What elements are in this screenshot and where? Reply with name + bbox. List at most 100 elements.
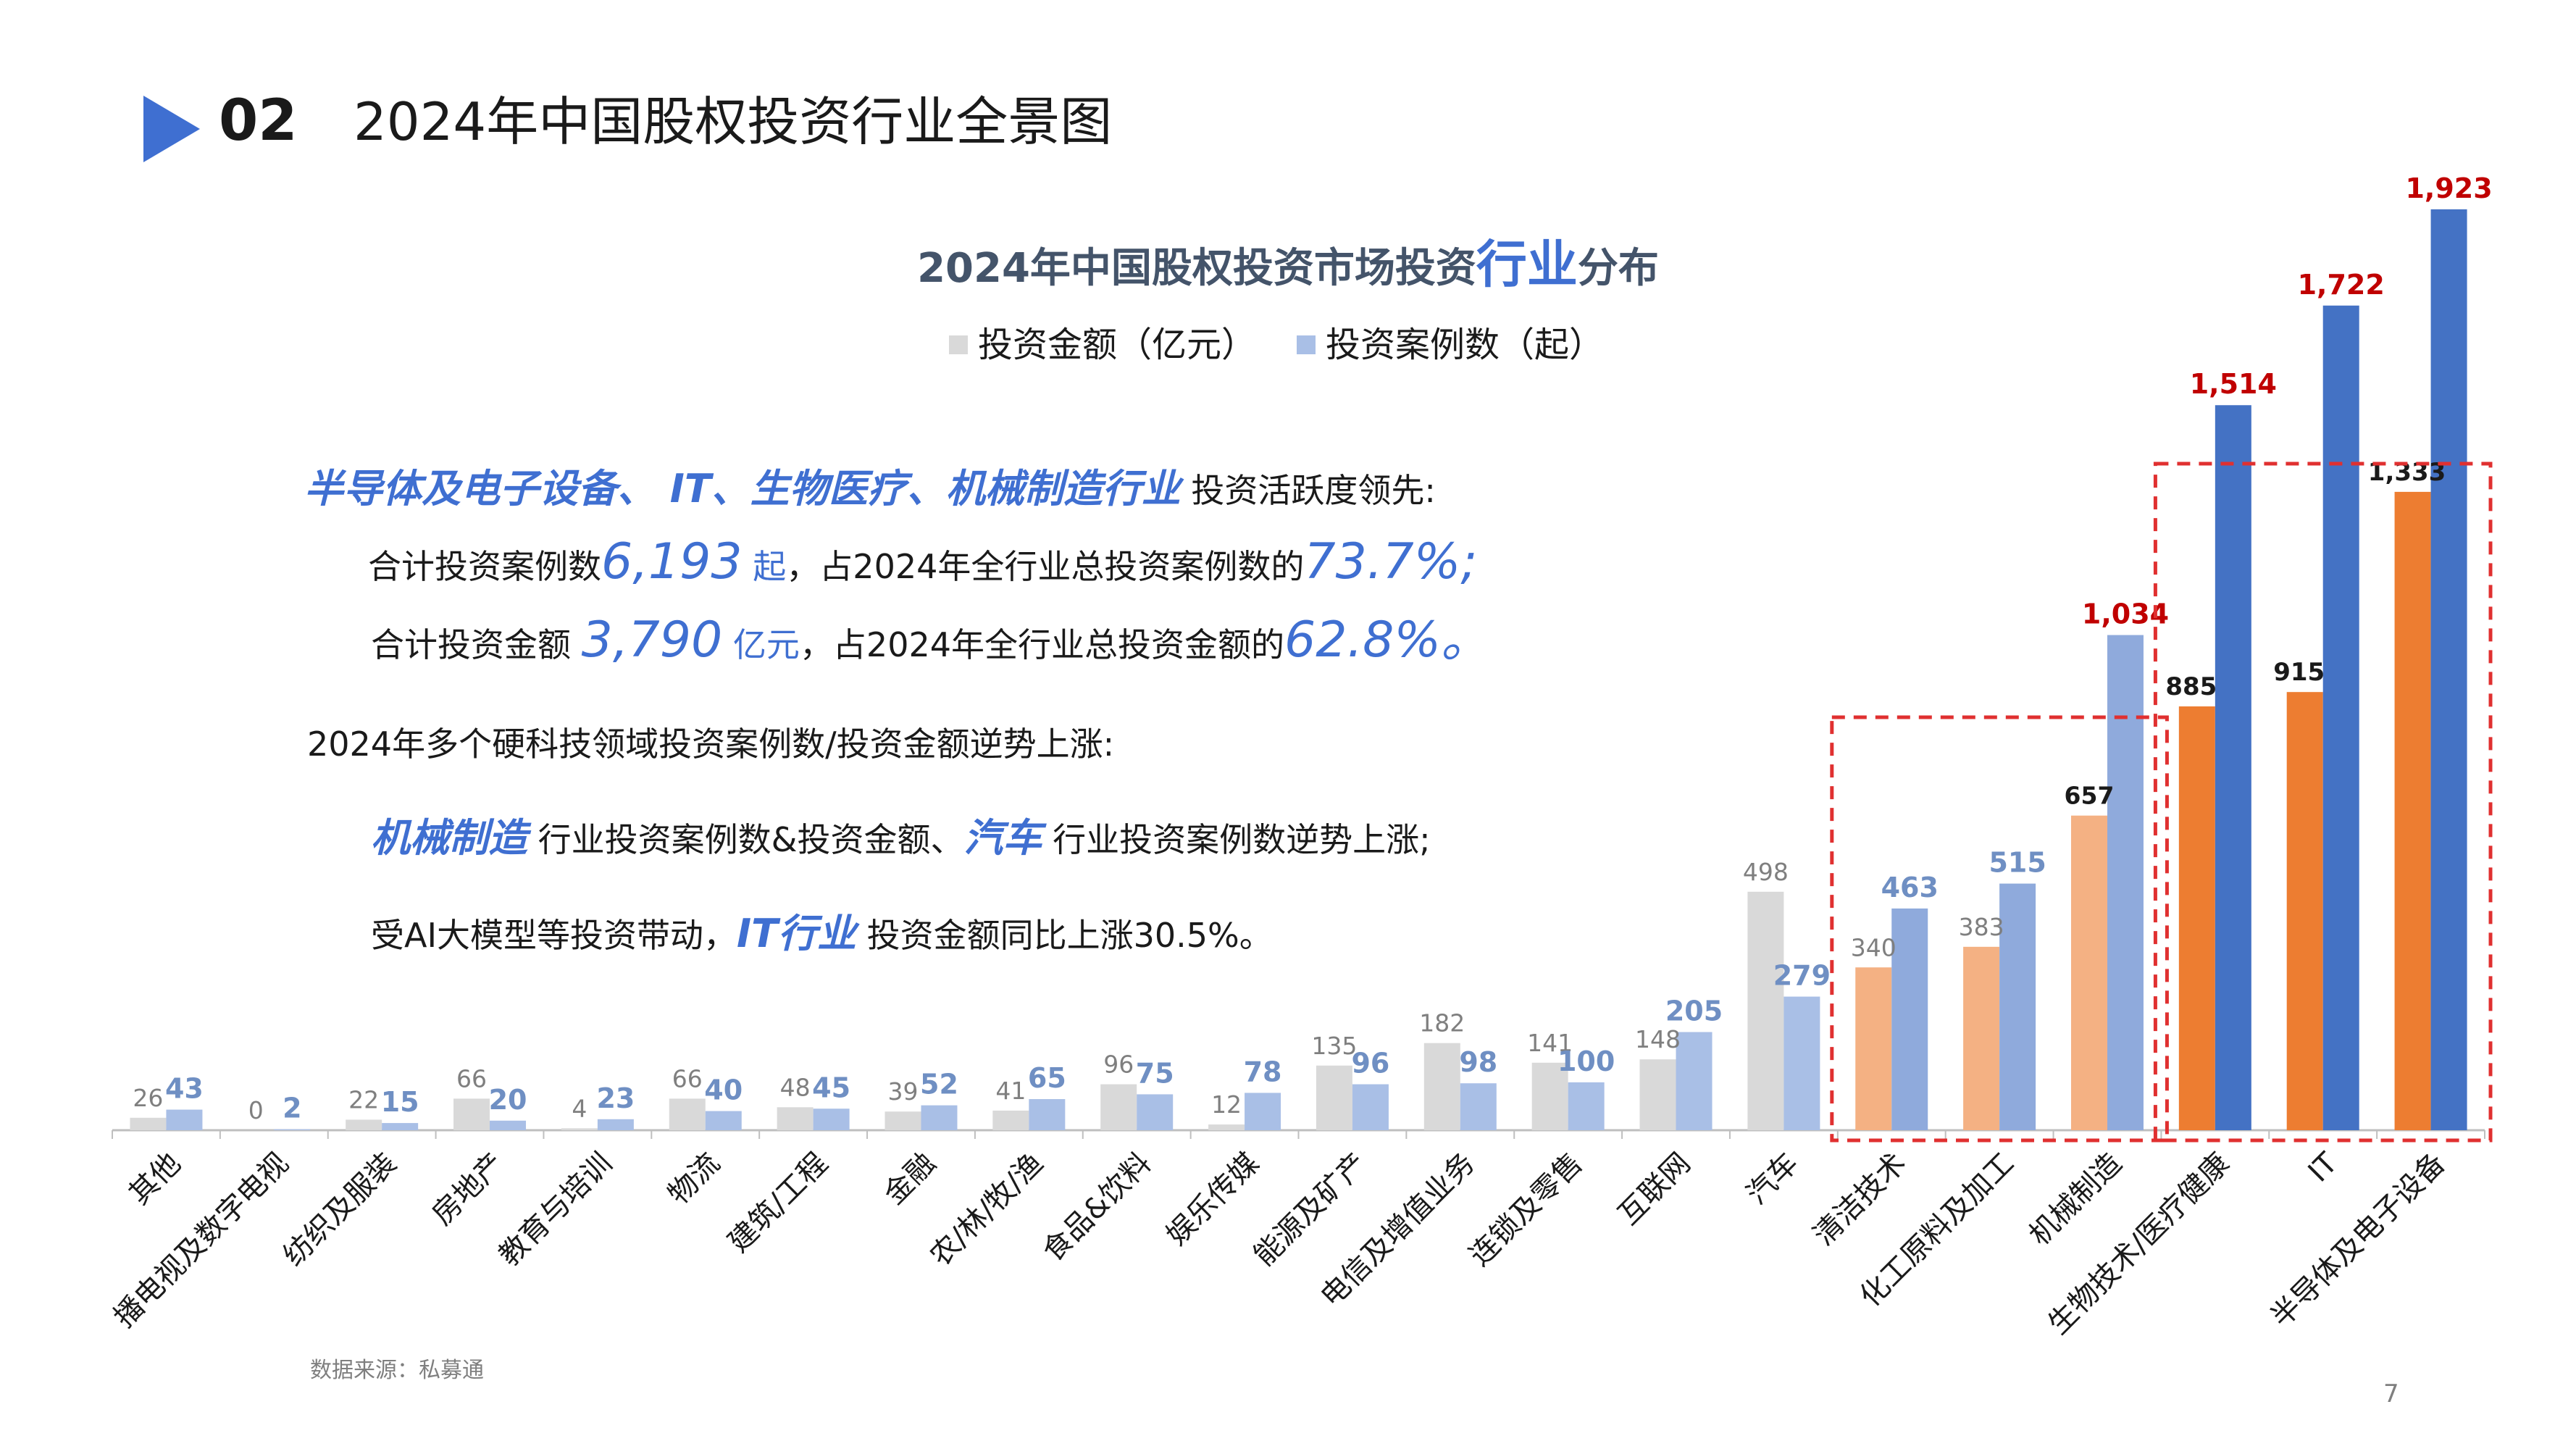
category-label: 建筑/工程 xyxy=(722,1147,834,1259)
bar-count xyxy=(1676,1032,1713,1130)
bar-count xyxy=(597,1119,634,1130)
data-label-count: 20 xyxy=(489,1084,527,1116)
data-label-amount: 12 xyxy=(1211,1090,1242,1119)
chart-title-prefix: 2024年中国股权投资市场投资 xyxy=(917,245,1476,292)
bar-count xyxy=(1460,1083,1497,1130)
data-label-count: 1,722 xyxy=(2298,269,2385,301)
summary-line6-text-b: 投资金额同比上涨30.5%。 xyxy=(866,916,1273,955)
summary-line2-text: ，占2024年全行业总投资案例数的 xyxy=(786,547,1305,586)
bar-count xyxy=(921,1105,958,1130)
category-label: 机械制造 xyxy=(2023,1147,2128,1253)
data-label-amount: 39 xyxy=(887,1077,918,1106)
summary-amount-unit: 亿元 xyxy=(732,625,800,664)
bar-amount xyxy=(777,1107,814,1130)
legend-label-count: 投资案例数（起） xyxy=(1326,325,1605,365)
data-label-amount: 41 xyxy=(995,1077,1026,1105)
summary-amount-total: 3,790 xyxy=(581,611,723,669)
bar-count xyxy=(1029,1099,1066,1130)
summary-line2-label: 合计投资案例数 xyxy=(368,547,601,586)
data-label-count: 78 xyxy=(1244,1056,1282,1087)
page-number: 7 xyxy=(2383,1379,2399,1408)
summary-line-3: 合计投资金额 3,790 亿元，占2024年全行业总投资金额的62.8%。 xyxy=(371,616,1490,665)
summary-line5-text-b: 行业投资案例数逆势上涨; xyxy=(1053,820,1431,859)
data-label-amount: 340 xyxy=(1851,933,1897,961)
data-label-amount: 182 xyxy=(1419,1009,1465,1037)
summary-line6-text-a: 受AI大模型等投资带动， xyxy=(371,916,737,955)
summary-line-2: 合计投资案例数6,193 起，占2024年全行业总投资案例数的73.7%; xyxy=(368,538,1477,587)
data-label-count: 45 xyxy=(812,1072,850,1103)
bar-count xyxy=(382,1123,419,1130)
bar-count xyxy=(166,1109,203,1130)
bar-amount xyxy=(1423,1043,1460,1130)
data-label-count: 43 xyxy=(165,1073,204,1105)
bar-amount xyxy=(1208,1124,1245,1130)
bar-count xyxy=(2215,405,2251,1130)
data-label-count: 40 xyxy=(704,1074,743,1106)
bar-amount xyxy=(1747,891,1784,1130)
data-label-count: 279 xyxy=(1773,960,1831,992)
bar-amount xyxy=(885,1111,921,1130)
data-label-count: 1,923 xyxy=(2405,172,2492,204)
data-label-amount: 4 xyxy=(572,1094,587,1122)
bar-count xyxy=(490,1120,527,1130)
chart-title-suffix: 分布 xyxy=(1577,245,1659,292)
bar-count xyxy=(1999,883,2036,1130)
data-label-amount: 885 xyxy=(2165,672,2217,701)
data-label-amount: 22 xyxy=(348,1085,379,1114)
data-source: 数据来源：私募通 xyxy=(310,1358,484,1383)
data-label-count: 75 xyxy=(1136,1057,1174,1089)
category-label: 娱乐传媒 xyxy=(1160,1147,1266,1253)
data-label-count: 205 xyxy=(1665,995,1723,1027)
bar-amount xyxy=(1100,1084,1137,1130)
legend-swatch-amount xyxy=(949,335,968,354)
bar-count xyxy=(1568,1082,1605,1130)
data-label-amount: 26 xyxy=(133,1084,163,1112)
bar-amount xyxy=(669,1098,706,1130)
summary-line-1: 半导体及电子设备、 IT、生物医疗、机械制造行业 投资活跃度领先: xyxy=(304,469,1436,509)
legend-item-amount: 投资金额（亿元） xyxy=(949,327,1256,362)
data-label-amount: 141 xyxy=(1527,1029,1573,1057)
bar-count xyxy=(1137,1094,1174,1130)
bar-amount xyxy=(453,1098,490,1130)
bar-amount xyxy=(992,1110,1029,1130)
data-label-count: 98 xyxy=(1459,1046,1497,1078)
summary-line-5: 机械制造 行业投资案例数&投资金额、汽车 行业投资案例数逆势上涨; xyxy=(371,819,1431,858)
summary-line-4: 2024年多个硬科技领域投资案例数/投资金额逆势上涨: xyxy=(307,727,1114,761)
bar-amount xyxy=(1963,946,2000,1130)
summary-line1-rest: 投资活跃度领先: xyxy=(1191,471,1436,510)
highlight-box-group1 xyxy=(1830,715,2169,1143)
data-label-amount: 498 xyxy=(1743,858,1789,886)
summary-case-unit: 起 xyxy=(753,547,787,586)
page-title: 2024年中国股权投资行业全景图 xyxy=(354,91,1113,152)
bar-count xyxy=(2107,635,2144,1130)
data-label-count: 100 xyxy=(1557,1045,1615,1077)
category-label: 物流 xyxy=(662,1147,727,1211)
bar-count xyxy=(1245,1093,1281,1130)
data-label-amount: 66 xyxy=(672,1064,703,1093)
bar-amount xyxy=(130,1117,167,1130)
data-label-count: 2 xyxy=(283,1093,301,1124)
bar-amount xyxy=(2178,706,2215,1130)
bar-count xyxy=(2430,209,2467,1131)
bar-amount xyxy=(2394,491,2431,1130)
data-label-amount: 48 xyxy=(780,1073,811,1101)
category-label: 房地产 xyxy=(426,1147,511,1232)
summary-line3-label: 合计投资金额 xyxy=(371,625,571,664)
bar-count xyxy=(705,1111,742,1130)
data-label-count: 1,514 xyxy=(2190,368,2277,400)
legend-swatch-count xyxy=(1297,335,1316,354)
section-marker-icon xyxy=(143,96,200,162)
data-label-amount: 135 xyxy=(1311,1032,1357,1060)
bar-amount xyxy=(1316,1065,1352,1130)
category-label: 汽车 xyxy=(1740,1147,1805,1211)
bar-count xyxy=(1891,908,1928,1130)
summary-line4-text: 2024年多个硬科技领域投资案例数/投资金额逆势上涨: xyxy=(307,724,1115,764)
bar-amount xyxy=(2070,815,2107,1130)
summary-amount-pct: 62.8%。 xyxy=(1284,611,1491,669)
data-label-count: 515 xyxy=(1989,847,2046,879)
data-label-count: 463 xyxy=(1881,872,1939,903)
data-label-amount: 0 xyxy=(248,1096,264,1124)
bar-count xyxy=(1783,996,1820,1130)
highlight-box-group2 xyxy=(2153,462,2493,1143)
